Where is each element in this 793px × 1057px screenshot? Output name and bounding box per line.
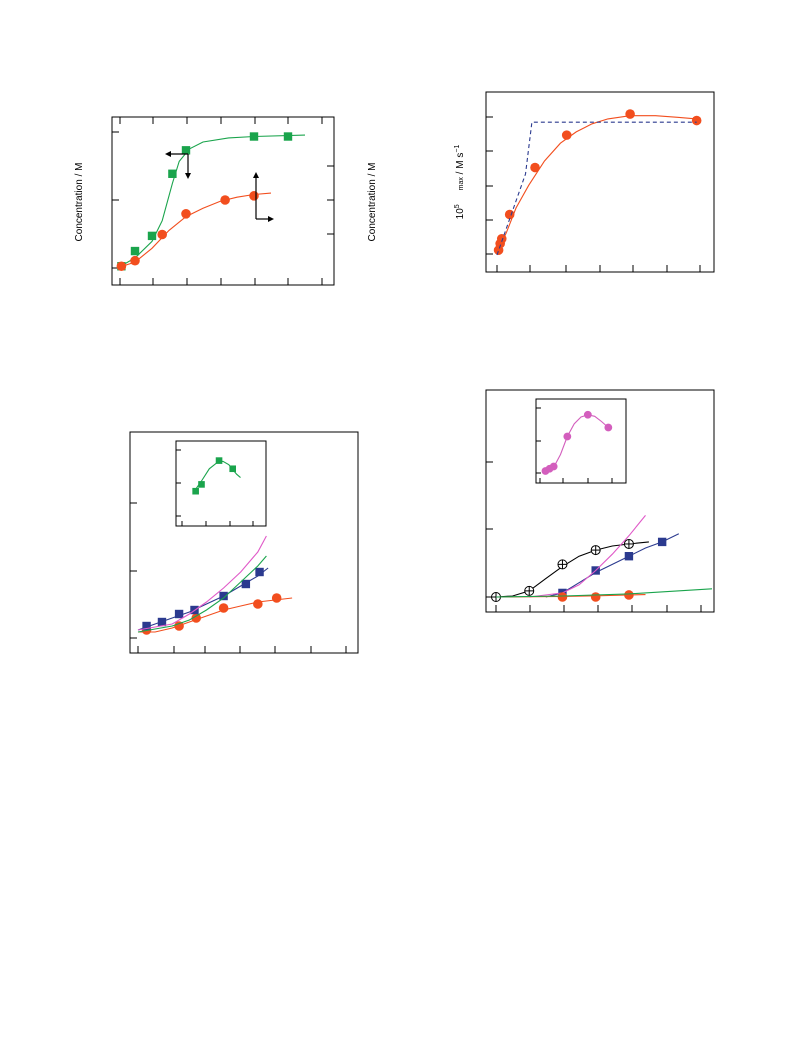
series-line <box>137 535 267 631</box>
data-point-circle <box>253 599 263 609</box>
plot-frame <box>485 91 715 273</box>
series-group <box>493 109 702 256</box>
data-point-circle <box>191 613 202 623</box>
data-point-square <box>657 537 667 547</box>
ylabel-unit: / M s <box>455 153 466 177</box>
plot-frame <box>129 431 359 654</box>
series-line <box>137 555 267 633</box>
data-point-square <box>157 617 167 627</box>
inset-frame <box>175 440 267 527</box>
y-axis-label: Concentration / M <box>367 163 378 242</box>
series-line <box>495 588 713 598</box>
data-point-circle <box>590 592 601 602</box>
data-point-circle <box>181 209 191 219</box>
data-point-square <box>130 246 140 256</box>
axis-ticks <box>486 116 701 272</box>
data-point-circle <box>563 432 572 441</box>
data-point-circle <box>583 410 592 419</box>
panel-bottom-right <box>485 389 715 613</box>
fit-curve <box>137 567 269 631</box>
panel-bottom-left <box>129 431 359 654</box>
axis-ticks <box>112 117 334 285</box>
data-point-square <box>174 609 184 619</box>
data-point-circle <box>116 261 127 272</box>
ylabel-superscript: 5 <box>454 204 461 208</box>
data-point-square <box>142 621 151 631</box>
series-group <box>491 515 713 602</box>
data-point-square <box>181 146 191 155</box>
arrowhead-left-icon <box>165 151 171 157</box>
inset-series-group <box>192 457 241 495</box>
data-point-circle <box>220 195 230 205</box>
fit-curve <box>138 597 293 633</box>
plot-frame <box>485 389 715 613</box>
y-axis-label: Concentration / M <box>74 163 85 242</box>
data-point-square <box>219 591 228 601</box>
arrowhead-up-icon <box>253 172 259 178</box>
data-point-circle <box>218 603 229 613</box>
series-line <box>496 121 697 256</box>
data-point-circle <box>496 234 507 244</box>
data-point-circle <box>604 423 613 432</box>
arrowhead-down-icon <box>185 173 191 179</box>
data-point-circle <box>625 109 635 119</box>
data-point-circle <box>549 462 558 471</box>
data-point-square <box>249 132 259 141</box>
ylabel-subscript: max <box>458 177 465 191</box>
data-point-circle <box>624 590 634 600</box>
inset-series-group <box>541 410 613 475</box>
fit-curve <box>117 134 306 269</box>
fit-curve <box>496 115 697 254</box>
plot-frame <box>111 116 335 286</box>
fit-curve <box>545 414 609 472</box>
axis-ticks <box>130 502 347 653</box>
data-point-circle <box>530 162 540 173</box>
data-point-circle <box>557 592 568 602</box>
axis-ticks <box>486 461 702 612</box>
annotation-arrows <box>165 151 274 222</box>
data-point-square <box>283 132 293 141</box>
fit-curve <box>117 192 272 269</box>
data-point-circle <box>174 621 184 631</box>
y-axis-label-rate: 105 max / M s−1 <box>454 145 466 220</box>
inset-axis-ticks <box>536 407 613 483</box>
arrowhead-right-icon <box>268 216 274 222</box>
data-point-square <box>255 567 264 577</box>
panel-top-right: Concentration / M 105 max / M s−1 <box>367 91 715 273</box>
data-point-circle <box>561 130 572 140</box>
data-point-square <box>624 552 634 561</box>
data-point-circle <box>504 209 515 220</box>
fit-curve <box>495 541 649 598</box>
ylabel-prefix: 10 <box>455 208 466 220</box>
data-point-circle <box>157 229 167 240</box>
data-point-circle <box>691 115 702 126</box>
series-group <box>116 132 306 272</box>
panel-top-left: Concentration / M <box>74 116 335 286</box>
fit-curve <box>545 533 680 598</box>
data-point-square <box>215 457 223 464</box>
data-point-square <box>229 465 236 473</box>
data-point-circle <box>130 255 140 266</box>
inset-axis-ticks <box>176 449 254 526</box>
data-point-circle <box>271 593 282 603</box>
series-group <box>137 535 293 635</box>
data-point-square <box>192 487 199 495</box>
data-point-square <box>147 231 157 241</box>
data-point-circle <box>249 191 259 201</box>
data-point-square <box>168 169 177 178</box>
data-point-square <box>198 481 205 488</box>
data-point-square <box>241 579 251 589</box>
ylabel-exponent: −1 <box>454 145 461 153</box>
